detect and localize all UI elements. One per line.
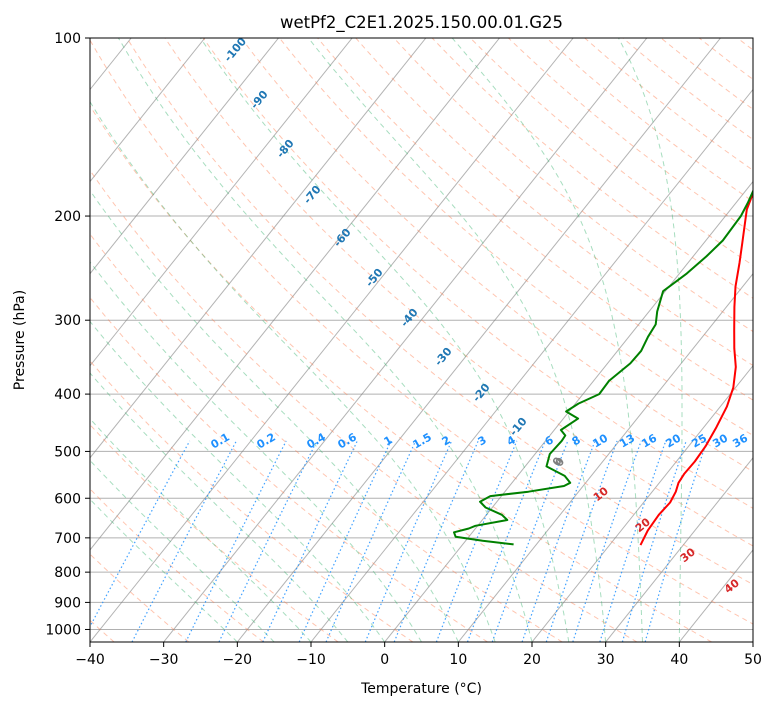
y-tick-label: 900	[54, 595, 81, 611]
moist-adiabat-line	[308, 38, 607, 642]
y-tick-label: 300	[54, 313, 81, 329]
dewpoint-profile-line	[453, 188, 753, 546]
x-tick-label: 50	[744, 652, 762, 668]
y-tick-label: 600	[54, 491, 81, 507]
dry-adiabat-line	[90, 169, 638, 642]
isotherm-line	[90, 38, 427, 459]
isotherm-line	[90, 38, 279, 275]
x-axis-title: Temperature (°C)	[360, 681, 482, 697]
isotherm-line	[236, 38, 721, 642]
moist-adiabat-line	[90, 189, 459, 642]
isotherm-line	[457, 272, 753, 642]
x-tick-label: 0	[380, 652, 389, 668]
dry-adiabat-line	[279, 38, 753, 437]
x-tick-label: 10	[449, 652, 467, 668]
mixing-ratio-line	[621, 440, 687, 642]
moist-adiabat-line	[117, 38, 533, 642]
dry-adiabat-line	[202, 38, 753, 509]
x-tick-label: 40	[670, 652, 688, 668]
mixing-ratio-line	[90, 440, 191, 628]
mixing-ratio-line	[364, 440, 453, 642]
background-lines	[90, 38, 753, 642]
dry-adiabat-line	[90, 296, 488, 642]
x-tick-label: −30	[149, 652, 179, 668]
mixing-ratio-line	[298, 440, 392, 642]
x-tick-label: −20	[223, 652, 253, 668]
moist-adiabat-line	[451, 38, 643, 642]
moist-adiabat-line	[90, 417, 312, 642]
dry-adiabat-line	[90, 105, 712, 642]
y-tick-label: 200	[54, 209, 81, 225]
moist-adiabat-line	[90, 261, 422, 642]
mixing-ratio-line	[599, 440, 667, 642]
dry-adiabat-line	[90, 488, 264, 642]
isotherm-line	[310, 88, 753, 642]
y-tick-label: 1000	[45, 622, 81, 638]
moist-adiabat-line	[90, 372, 349, 642]
y-axis-title: Pressure (hPa)	[12, 290, 28, 390]
temperature-profile-line	[639, 190, 753, 546]
dry-adiabat-line	[393, 38, 753, 333]
dry-adiabat-line	[90, 233, 563, 642]
isotherm-line	[90, 38, 574, 642]
moist-adiabat-line	[90, 320, 386, 642]
y-tick-label: 700	[54, 531, 81, 547]
plot-frame	[89, 37, 754, 643]
y-tick-label: 800	[54, 565, 81, 581]
dry-adiabat-line	[317, 38, 753, 401]
isotherm-line	[384, 180, 753, 642]
dry-adiabat-line	[90, 39, 753, 625]
y-tick-label: 400	[54, 387, 81, 403]
dry-adiabat-line	[164, 38, 753, 547]
mixing-ratio-line	[521, 440, 596, 642]
dry-adiabat-line	[90, 553, 190, 642]
isotherm-line	[90, 38, 206, 183]
mixing-ratio-line	[185, 440, 287, 642]
y-tick-label: 100	[54, 31, 81, 47]
moist-adiabat-line	[90, 100, 496, 642]
axes-group: −40 −30 −20 −10 0 10 20 30 40 50 1000 900 800 700 600 5…	[45, 31, 762, 668]
moist-adiabat-line	[618, 38, 683, 642]
mixing-ratio-line	[644, 440, 708, 642]
x-tick-label: 30	[597, 652, 615, 668]
x-tick-label: −10	[296, 652, 326, 668]
isotherm-line	[90, 38, 353, 367]
isotherm-line	[163, 38, 648, 642]
y-tick-label: 500	[54, 444, 81, 460]
isotherm-line	[531, 364, 753, 642]
series-group	[453, 188, 753, 546]
mixing-ratio-line	[325, 440, 417, 642]
isotherm-line	[90, 38, 500, 551]
x-tick-label: −40	[75, 652, 105, 668]
dry-adiabat-line	[90, 360, 414, 642]
isotherm-line	[605, 457, 753, 642]
x-tick-label: 20	[523, 652, 541, 668]
chart-title: wetPf2_C2E1.2025.150.00.01.G25	[280, 13, 563, 33]
